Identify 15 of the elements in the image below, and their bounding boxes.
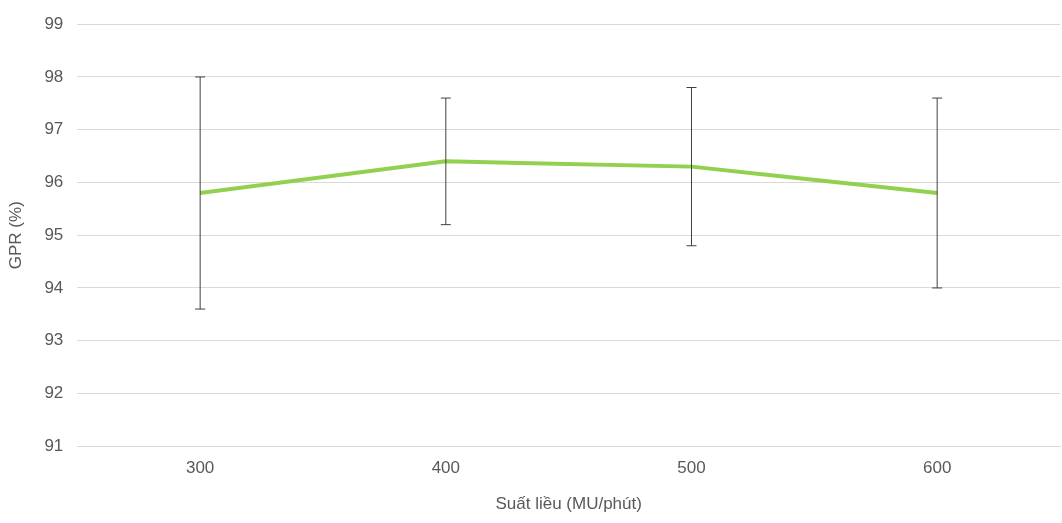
x-tick-label: 300 bbox=[185, 458, 215, 478]
y-tick-label: 94 bbox=[44, 277, 64, 297]
y-tick-label: 98 bbox=[44, 66, 64, 86]
y-tick-label: 95 bbox=[44, 224, 64, 244]
x-tick-label: 400 bbox=[431, 458, 461, 478]
y-tick-label: 96 bbox=[44, 172, 64, 192]
x-tick-label: 600 bbox=[922, 458, 952, 478]
x-tick-label: 500 bbox=[677, 458, 706, 478]
y-tick-label: 93 bbox=[44, 330, 64, 350]
y-tick-label: 91 bbox=[44, 435, 64, 455]
y-tick-label: 99 bbox=[44, 13, 64, 33]
y-axis-title: GPR (%) bbox=[5, 201, 25, 270]
y-tick-label: 97 bbox=[44, 119, 64, 139]
y-tick-label: 92 bbox=[44, 383, 64, 403]
x-axis-title: Suất liều (MU/phút) bbox=[495, 494, 642, 514]
